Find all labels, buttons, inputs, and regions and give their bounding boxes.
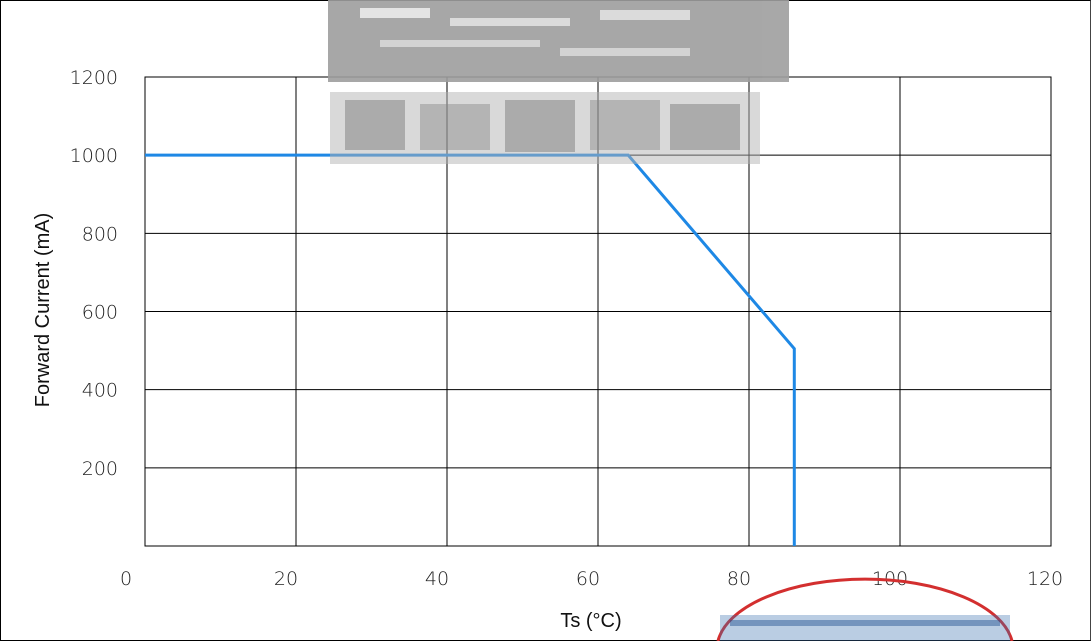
- y-tick-label: 600: [82, 302, 118, 324]
- x-tick-labels: 0 20 40 60 80 100 120: [120, 568, 1063, 590]
- y-tick-label: 200: [82, 458, 118, 480]
- x-axis-label: Ts (°C): [560, 610, 621, 632]
- watermark-logo: [328, 0, 789, 164]
- x-tick-label: 40: [425, 568, 449, 590]
- y-tick-label: 1200: [70, 67, 118, 89]
- y-tick-label: 400: [82, 380, 118, 402]
- series-line: [145, 155, 794, 546]
- company-seal: [718, 579, 1012, 641]
- x-tick-label: 120: [1027, 568, 1063, 590]
- x-tick-label: 60: [576, 568, 600, 590]
- x-tick-label: 0: [120, 568, 132, 590]
- y-tick-label: 800: [82, 223, 118, 245]
- y-axis-label: Forward Current (mA): [32, 213, 54, 407]
- y-tick-labels: 200 400 600 800 1000 1200: [70, 67, 118, 480]
- x-tick-label: 20: [274, 568, 298, 590]
- series-layer: [145, 155, 794, 546]
- x-tick-label: 80: [727, 568, 751, 590]
- y-tick-label: 1000: [70, 145, 118, 167]
